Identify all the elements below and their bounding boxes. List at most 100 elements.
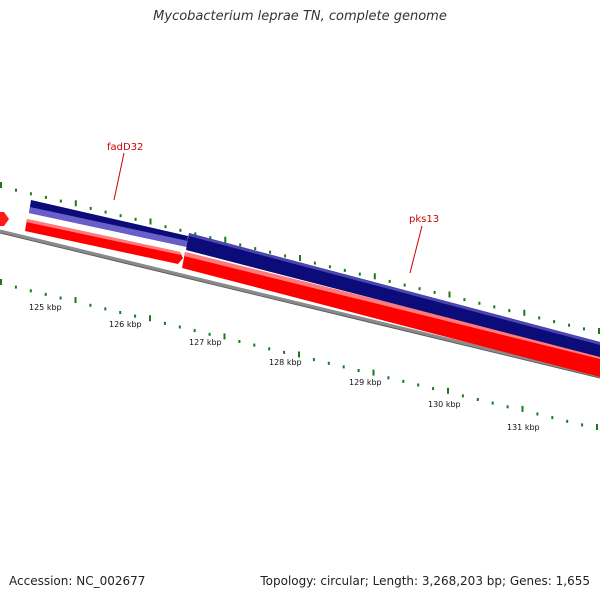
gc-mark: [566, 419, 569, 423]
gc-mark: [208, 332, 211, 336]
tick-label-130: 130 kbp: [428, 400, 461, 409]
gc-mark: [432, 387, 435, 391]
gc-mark: [299, 255, 301, 261]
gc-mark: [239, 243, 242, 247]
gc-mark: [508, 309, 511, 313]
gc-mark: [417, 383, 420, 387]
gc-mark: [223, 333, 226, 340]
gc-mark: [179, 228, 182, 232]
gc-mark: [119, 311, 122, 314]
gc-mark: [447, 387, 449, 394]
gc-mark: [313, 261, 316, 265]
gc-mark: [74, 297, 77, 304]
gc-mark: [448, 291, 451, 298]
gc-mark: [506, 405, 509, 409]
gc-mark: [268, 347, 271, 351]
forward-gene-pks13[interactable]: [186, 233, 600, 357]
gc-mark: [193, 329, 196, 333]
fadD32-leader-line: [113, 152, 125, 201]
forward-gene-pks13-highlight: [189, 233, 600, 345]
gc-mark: [583, 327, 585, 331]
gc-mark: [44, 292, 47, 296]
accession-text: Accession: NC_002677: [9, 574, 146, 588]
gc-mark: [461, 394, 464, 398]
gc-mark: [29, 289, 32, 293]
gc-mark: [29, 192, 32, 196]
gc-mark: [74, 200, 77, 207]
reverse-gene-pks13-highlight: [184, 252, 600, 359]
gc-mark: [14, 285, 17, 289]
gc-mark: [476, 398, 479, 401]
gc-mark: [551, 416, 554, 420]
gc-mark: [358, 272, 361, 276]
tick-label-129: 129 kbp: [349, 378, 382, 387]
gc-mark: [163, 321, 166, 325]
gc-mark: [119, 214, 122, 218]
gc-mark: [521, 405, 524, 412]
forward-strand-track: [29, 200, 600, 357]
gc-mark: [283, 350, 286, 354]
gc-mark: [568, 323, 571, 327]
gc-mark: [15, 188, 17, 192]
gc-mark: [254, 247, 257, 251]
gc-mark: [149, 315, 151, 322]
gc-mark: [343, 268, 346, 272]
gc-mark: [298, 351, 300, 358]
gc-mark: [253, 343, 256, 347]
tick-label-131: 131 kbp: [507, 423, 540, 432]
gc-skew-track-lower: [0, 279, 598, 430]
gc-mark: [238, 340, 241, 343]
genome-backbone: [0, 229, 600, 378]
gc-mark: [284, 254, 287, 258]
gene-label-fadD32[interactable]: fadD32: [107, 142, 143, 153]
gene-label-pks13[interactable]: pks13: [409, 214, 439, 225]
gc-mark: [134, 217, 137, 221]
reverse-gene-fadD32-highlight: [26, 219, 181, 255]
gc-mark: [328, 265, 331, 269]
gc-mark: [403, 283, 406, 287]
gc-mark: [357, 369, 360, 372]
gc-mark: [388, 279, 391, 283]
gc-mark: [104, 210, 107, 214]
forward-gene-fadD32-highlight: [29, 207, 188, 247]
map-title: Mycobacterium leprae TN, complete genome: [153, 9, 447, 24]
gc-mark: [59, 296, 62, 300]
gc-mark: [536, 412, 539, 416]
ruler-tick-labels: 125 kbp 126 kbp 127 kbp 128 kbp 129 kbp …: [29, 303, 540, 432]
gc-mark: [178, 325, 181, 329]
gc-mark: [89, 303, 92, 307]
gc-mark: [342, 365, 345, 369]
reverse-gene-left-arrow[interactable]: [0, 212, 9, 226]
reverse-gene-pks13[interactable]: [182, 252, 600, 377]
gc-skew-track-upper: [0, 182, 600, 334]
gc-mark: [104, 307, 107, 311]
gc-mark: [312, 358, 315, 362]
gc-mark: [493, 305, 496, 309]
reverse-gene-fadD32[interactable]: [25, 219, 183, 264]
gc-mark: [59, 199, 62, 203]
genome-backbone-shadow: [0, 232, 600, 379]
gc-mark: [478, 301, 481, 305]
gc-mark: [134, 314, 137, 318]
gc-mark: [596, 424, 598, 430]
gc-mark: [164, 225, 167, 229]
reverse-strand-track: [0, 212, 600, 377]
gc-mark: [372, 369, 375, 376]
tick-label-125: 125 kbp: [29, 303, 62, 312]
gc-mark: [538, 316, 541, 320]
gc-mark: [149, 218, 152, 225]
tick-label-126: 126 kbp: [109, 320, 142, 329]
gc-mark: [327, 361, 330, 365]
gc-mark: [224, 236, 227, 243]
gc-mark: [209, 236, 212, 240]
gc-mark: [373, 273, 376, 280]
gc-mark: [553, 320, 556, 324]
pks13-leader-line: [409, 225, 423, 274]
gc-mark: [89, 206, 92, 210]
gc-mark: [269, 250, 272, 254]
gc-mark: [433, 290, 436, 294]
gc-mark: [418, 287, 421, 291]
gc-mark: [387, 376, 390, 380]
gc-mark: [194, 232, 197, 236]
